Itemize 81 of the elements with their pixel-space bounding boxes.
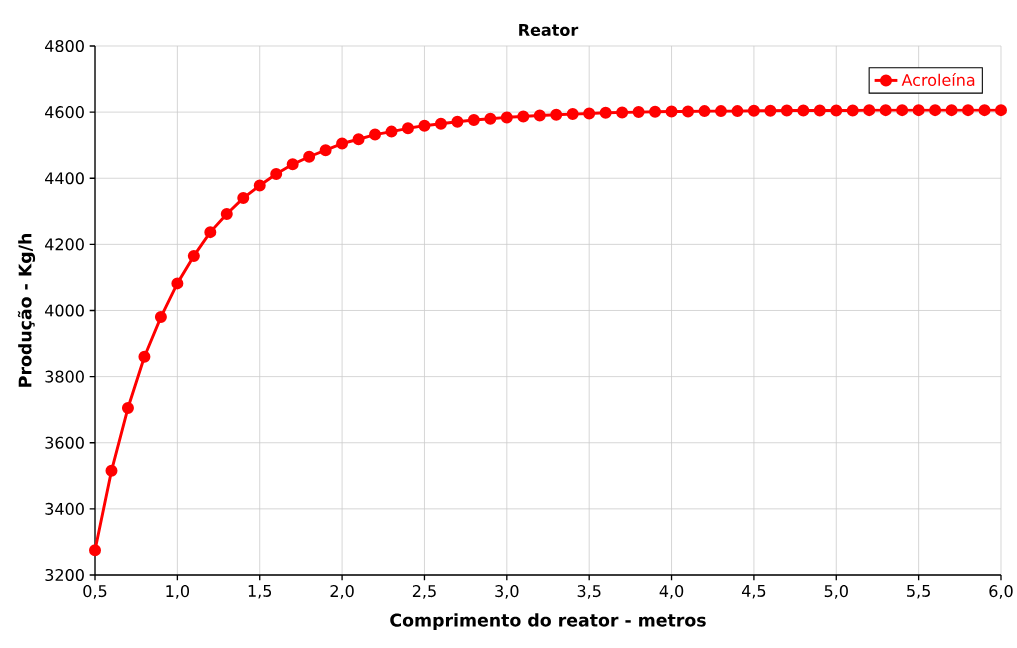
point <box>698 105 711 118</box>
legend-label: Acroleína <box>901 73 975 87</box>
x-tick-label: 3,0 <box>495 585 519 599</box>
point <box>517 110 530 123</box>
y-tick-label: 4000 <box>45 304 84 317</box>
point <box>747 104 760 117</box>
point <box>863 104 876 117</box>
x-tick-label: 5,5 <box>907 585 930 599</box>
y-tick-label: 4400 <box>45 172 84 185</box>
y-tick-label: 4800 <box>45 39 84 53</box>
point <box>270 167 283 180</box>
x-tick-label: 2,0 <box>330 585 354 599</box>
point <box>220 207 233 220</box>
point <box>665 105 678 118</box>
point <box>500 111 513 124</box>
point <box>484 112 497 125</box>
y-tick-label: 3200 <box>45 568 84 582</box>
point <box>121 402 134 415</box>
point <box>813 104 826 117</box>
point <box>994 104 1007 117</box>
point <box>599 106 612 119</box>
point <box>171 277 184 290</box>
point <box>89 544 102 557</box>
point <box>978 104 991 117</box>
point <box>566 108 579 121</box>
point <box>731 105 744 118</box>
point <box>154 311 167 324</box>
point <box>401 122 414 135</box>
point <box>830 104 843 117</box>
x-tick-label: 1,0 <box>166 585 190 599</box>
point <box>550 108 563 121</box>
point <box>929 104 942 117</box>
point <box>369 128 382 141</box>
x-tick-label: 5,0 <box>824 585 848 599</box>
point <box>896 104 909 117</box>
point <box>945 104 958 117</box>
point <box>286 158 299 171</box>
point <box>780 104 793 117</box>
point <box>451 115 464 128</box>
point <box>879 104 892 117</box>
point <box>418 119 431 132</box>
point <box>253 179 266 192</box>
x-tick-label: 1,5 <box>248 585 272 599</box>
x-tick-label: 4,0 <box>659 585 684 599</box>
point <box>303 150 316 163</box>
x-tick-label: 6,0 <box>989 585 1013 599</box>
point <box>714 105 727 118</box>
point <box>764 104 777 117</box>
point <box>385 125 398 138</box>
x-tick-label: 4,5 <box>741 585 766 599</box>
point <box>204 226 217 239</box>
point <box>632 106 645 119</box>
x-tick-label: 2,5 <box>412 585 436 599</box>
point <box>583 107 596 120</box>
point <box>467 114 480 127</box>
y-tick-label: 4600 <box>45 106 84 119</box>
point <box>434 117 447 130</box>
x-tick-label: 3,5 <box>577 585 601 599</box>
x-tick-label: 0,5 <box>83 585 107 599</box>
point <box>533 109 546 122</box>
point <box>846 104 859 117</box>
y-tick-label: 3600 <box>45 436 84 449</box>
point <box>682 105 695 118</box>
point <box>237 192 250 205</box>
point <box>649 105 662 118</box>
point <box>616 106 629 119</box>
point <box>336 137 349 150</box>
point <box>352 133 365 146</box>
point <box>187 249 200 262</box>
point <box>912 104 925 117</box>
point <box>962 104 975 117</box>
y-axis-title: Produção - Kg/h <box>17 234 36 387</box>
point <box>105 464 118 477</box>
chart-title: Reator <box>519 24 579 36</box>
point <box>797 104 810 117</box>
y-tick-label: 4200 <box>45 238 84 251</box>
y-tick-label: 3800 <box>45 370 84 383</box>
x-axis-title: Comprimento do reator - metros <box>390 613 706 631</box>
point <box>319 144 332 157</box>
y-tick-label: 3400 <box>45 502 84 515</box>
point <box>138 350 151 363</box>
